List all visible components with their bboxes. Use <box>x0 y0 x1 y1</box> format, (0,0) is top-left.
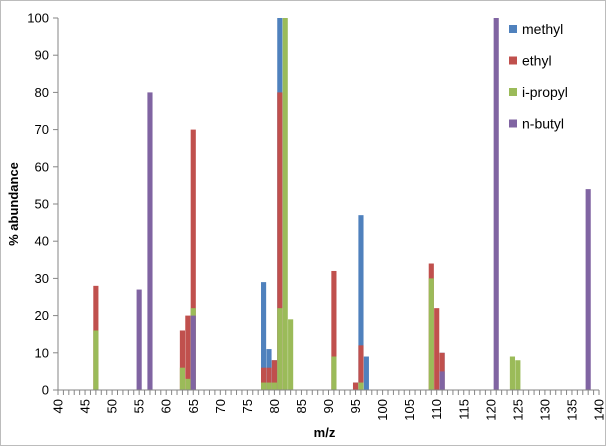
bar-ethyl-mz-110 <box>434 308 440 390</box>
legend-swatch-i-propyl <box>509 88 517 96</box>
bar-i-propyl-mz-64 <box>185 378 191 390</box>
bar-i-propyl-mz-83 <box>288 319 294 390</box>
y-tick-label: 70 <box>35 122 49 137</box>
bar-ethyl-mz-78 <box>261 367 267 390</box>
x-tick-label: 105 <box>402 399 417 421</box>
bar-ethyl-mz-96 <box>358 345 364 390</box>
x-tick-label: 130 <box>537 399 552 421</box>
bar-i-propyl-mz-80 <box>271 382 277 390</box>
x-tick-label: 110 <box>429 399 444 420</box>
bar-ethyl-mz-80 <box>271 360 277 390</box>
bar-ethyl-mz-81 <box>277 92 283 391</box>
bar-ethyl-mz-65 <box>190 129 196 390</box>
bar-ethyl-mz-63 <box>179 330 185 390</box>
x-tick-label: 50 <box>105 399 120 413</box>
y-tick-label: 0 <box>42 383 49 398</box>
bar-i-propyl-mz-47 <box>93 330 99 390</box>
y-tick-label: 30 <box>35 271 49 286</box>
y-tick-label: 60 <box>35 159 49 174</box>
x-tick-label: 65 <box>186 399 201 413</box>
x-tick-label: 140 <box>592 399 606 421</box>
y-tick-labels: 0 10 20 30 40 50 60 70 80 90 100 <box>27 11 49 398</box>
bar-n-butyl-mz-65 <box>190 315 196 390</box>
x-tick-label: 80 <box>267 399 282 413</box>
legend-label-methyl: methyl <box>522 21 563 37</box>
bar-i-propyl-mz-78 <box>261 382 267 390</box>
x-tick-label: 100 <box>375 399 390 421</box>
bar-ethyl-mz-79 <box>266 367 272 390</box>
x-tick-labels: 40 45 50 55 60 65 70 75 80 85 90 95 100 105 110 115 120 1… <box>51 399 606 421</box>
bar-i-propyl-mz-82 <box>282 18 288 390</box>
bar-n-butyl-mz-111 <box>439 371 445 390</box>
legend: methyl ethyl i-propyl n-butyl <box>509 21 568 132</box>
bar-n-butyl-mz-138 <box>585 189 591 390</box>
x-tick-label: 115 <box>456 399 471 420</box>
bar-n-butyl-mz-57 <box>147 92 153 391</box>
x-tick-label: 85 <box>294 399 309 413</box>
bar-methyl-mz-78 <box>261 282 267 390</box>
bar-i-propyl-mz-125 <box>515 360 521 390</box>
bar-i-propyl-mz-124 <box>509 356 516 390</box>
x-tick-label: 55 <box>132 399 147 413</box>
legend-label-i-propyl: i-propyl <box>522 84 568 100</box>
x-tick-label: 90 <box>321 399 336 413</box>
x-tick-label: 120 <box>483 399 498 421</box>
bar-ethyl-mz-91 <box>331 270 337 390</box>
bar-i-propyl-mz-63 <box>179 367 185 390</box>
x-tick-label: 40 <box>51 399 66 413</box>
y-tick-label: 90 <box>35 48 49 63</box>
x-tick-label: 135 <box>564 399 579 421</box>
bar-i-propyl-mz-109 <box>428 278 434 390</box>
bar-n-butyl-mz-55 <box>136 289 142 390</box>
axes-layer <box>53 17 600 395</box>
bar-i-propyl-mz-81 <box>277 308 283 390</box>
bar-i-propyl-mz-79 <box>266 382 272 390</box>
x-tick-label: 45 <box>78 399 93 413</box>
legend-swatch-n-butyl <box>509 119 517 128</box>
bar-i-propyl-mz-96 <box>358 382 364 390</box>
legend-label-ethyl: ethyl <box>522 53 552 69</box>
x-tick-label: 70 <box>213 399 228 413</box>
y-tick-label: 80 <box>35 85 49 100</box>
bar-i-propyl-mz-91 <box>331 356 337 390</box>
y-tick-label: 50 <box>35 197 49 212</box>
legend-label-n-butyl: n-butyl <box>522 116 564 132</box>
legend-swatch-methyl <box>509 25 517 33</box>
bar-methyl-mz-97 <box>363 356 369 390</box>
y-tick-label: 40 <box>35 234 49 249</box>
x-axis-title: m/z <box>314 425 336 440</box>
x-tick-label: 95 <box>348 399 363 413</box>
bar-methyl-mz-96 <box>358 215 364 390</box>
y-axis-title: % abundance <box>6 162 21 246</box>
x-tick-label: 75 <box>240 399 255 413</box>
y-tick-label: 10 <box>35 345 49 360</box>
bar-ethyl-mz-64 <box>185 315 191 390</box>
legend-swatch-ethyl <box>509 56 517 65</box>
y-tick-label: 20 <box>35 308 49 323</box>
bar-ethyl-mz-95 <box>352 382 359 390</box>
x-tick-label: 60 <box>159 399 174 413</box>
y-tick-label: 100 <box>27 11 49 26</box>
bar-n-butyl-mz-121 <box>493 18 499 390</box>
bars-layer <box>93 18 591 391</box>
x-tick-label: 125 <box>510 399 525 421</box>
